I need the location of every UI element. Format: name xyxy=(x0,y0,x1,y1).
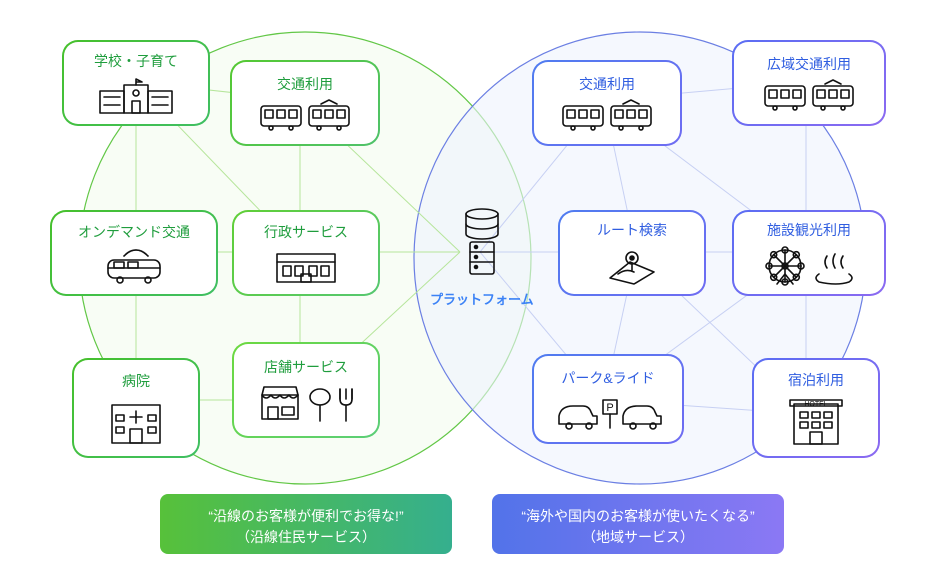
node-label: パーク&ライド xyxy=(561,368,654,388)
trains-icon xyxy=(559,98,655,134)
hotel-icon: HOTEL xyxy=(786,394,846,448)
banner-right: “海外や国内のお客様が使いたくなる”（地域サービス） xyxy=(492,494,784,554)
route-icon xyxy=(604,244,660,288)
node-label: 宿泊利用 xyxy=(788,370,844,390)
trains-icon xyxy=(761,78,857,114)
node-hotel: 宿泊利用 HOTEL xyxy=(752,358,880,458)
hospital-icon xyxy=(106,395,166,447)
banner-line1: “沿線のお客様が便利でお得な!” xyxy=(182,506,430,527)
diagram-stage: 学校・子育て交通利用オンデマンド交通行政サービス病院店舗サービス交通利用広域交通… xyxy=(0,0,944,588)
node-label: 学校・子育て xyxy=(94,51,178,71)
node-transit1: 交通利用 xyxy=(230,60,380,146)
node-label: 広域交通利用 xyxy=(767,54,851,74)
node-label: 交通利用 xyxy=(579,74,635,94)
svg-text:HOTEL: HOTEL xyxy=(804,401,827,408)
server-db-icon xyxy=(457,206,507,283)
platform-center: プラットフォーム xyxy=(430,206,534,308)
node-gov: 行政サービス xyxy=(232,210,380,296)
platform-label: プラットフォーム xyxy=(430,289,534,308)
gov-icon xyxy=(271,246,341,286)
node-widetrans: 広域交通利用 xyxy=(732,40,886,126)
node-label: 施設観光利用 xyxy=(767,220,851,240)
banner-line1: “海外や国内のお客様が使いたくなる” xyxy=(514,506,762,527)
node-shop: 店舗サービス xyxy=(232,342,380,438)
node-parkride: パーク&ライド P xyxy=(532,354,684,444)
node-route: ルート検索 xyxy=(558,210,706,296)
node-label: 交通利用 xyxy=(277,74,333,94)
banner-left: “沿線のお客様が便利でお得な!”（沿線住民サービス） xyxy=(160,494,452,554)
node-label: 病院 xyxy=(122,371,150,391)
node-facility: 施設観光利用 xyxy=(732,210,886,296)
school-icon xyxy=(96,75,176,117)
node-hospital: 病院 xyxy=(72,358,200,458)
node-school: 学校・子育て xyxy=(62,40,210,126)
node-label: ルート検索 xyxy=(597,220,667,240)
node-transit2: 交通利用 xyxy=(532,60,682,146)
node-ondemand: オンデマンド交通 xyxy=(50,210,218,296)
trains-icon xyxy=(257,98,353,134)
banner-line2: （沿線住民サービス） xyxy=(182,527,430,548)
parkride-icon: P xyxy=(553,392,663,432)
svg-text:P: P xyxy=(606,402,613,414)
banner-line2: （地域サービス） xyxy=(514,527,762,548)
ferris-onsen-icon xyxy=(761,244,857,288)
node-label: 店舗サービス xyxy=(264,357,348,377)
shop-icon xyxy=(258,381,354,425)
node-label: 行政サービス xyxy=(264,222,348,242)
van-icon xyxy=(102,246,166,286)
node-label: オンデマンド交通 xyxy=(78,222,190,242)
